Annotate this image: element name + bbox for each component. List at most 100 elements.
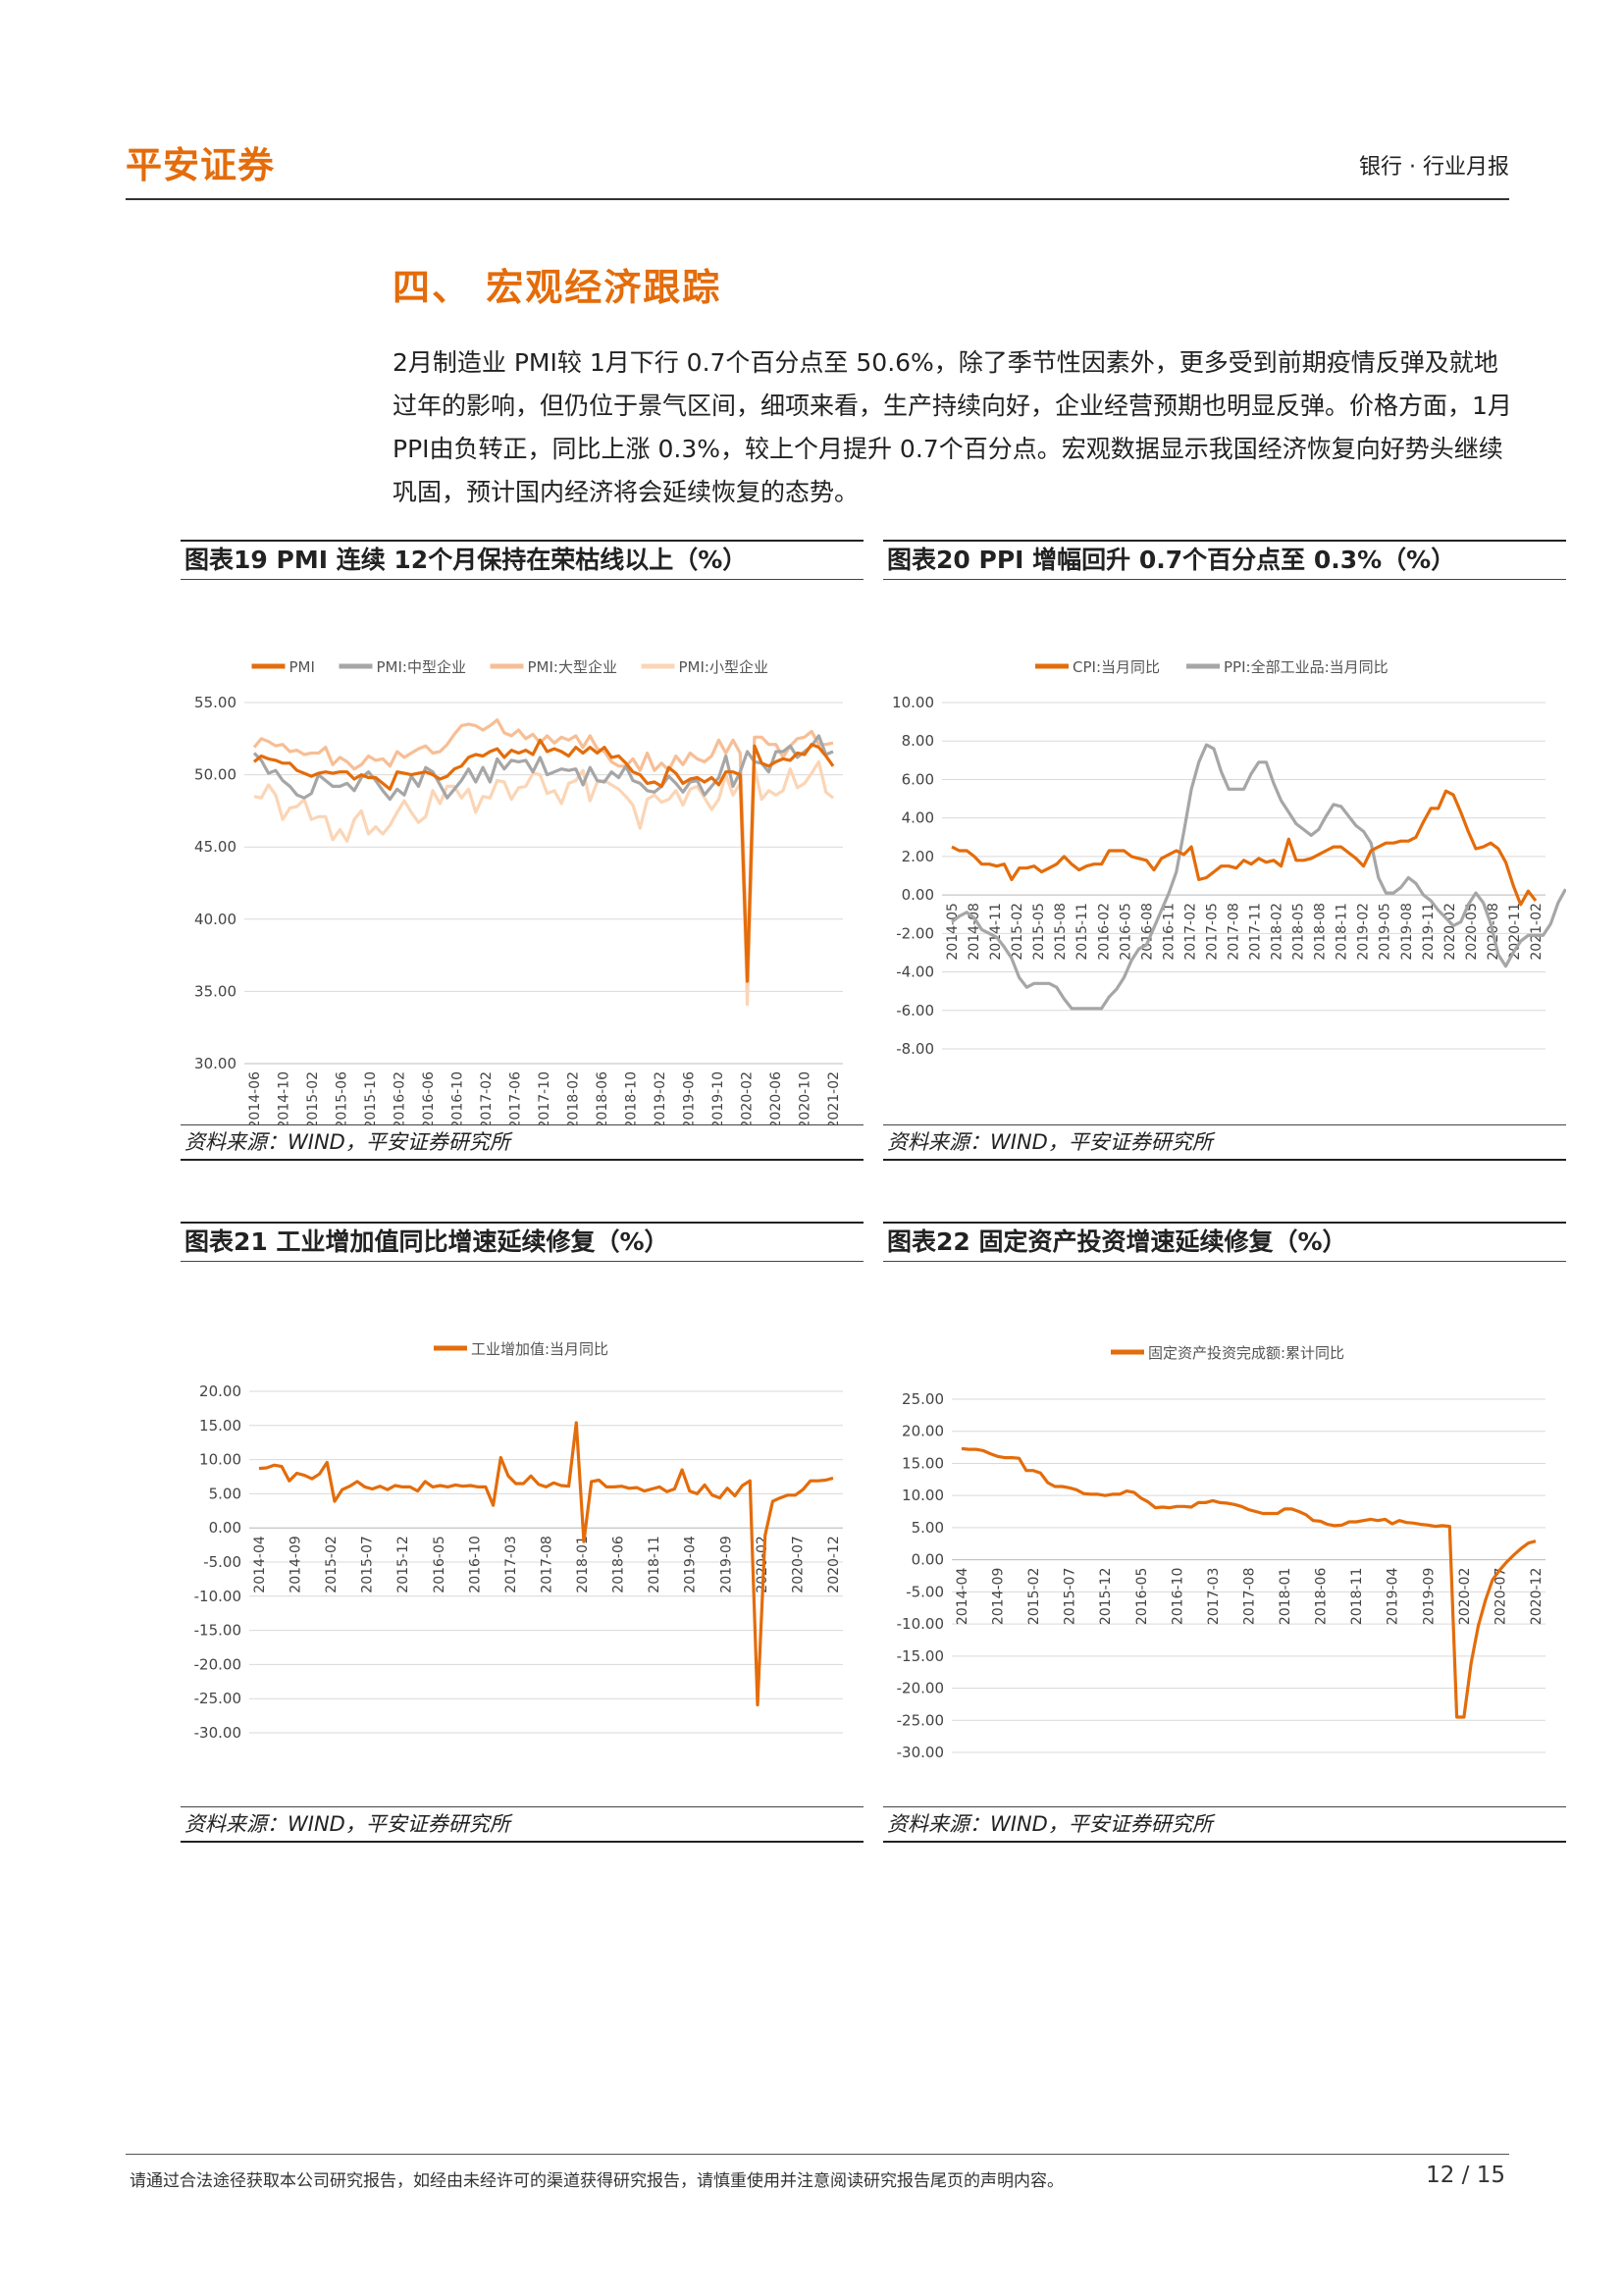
x-tick-label: 2016-10 xyxy=(467,1536,483,1593)
y-tick-label: 0.00 xyxy=(902,886,934,904)
section-title: 四、 宏观经济跟踪 xyxy=(393,266,722,309)
x-tick-label: 2014-06 xyxy=(247,1071,263,1124)
x-tick-label: 2014-04 xyxy=(955,1568,970,1626)
y-tick-label: -20.00 xyxy=(194,1655,241,1673)
x-tick-label: 2019-11 xyxy=(1421,903,1437,961)
x-tick-label: 2018-08 xyxy=(1313,903,1329,961)
x-tick-label: 2017-06 xyxy=(508,1071,524,1124)
y-tick-label: 10.00 xyxy=(902,1487,944,1504)
legend-label: PMI:中型企业 xyxy=(377,658,466,676)
legend-label: 固定资产投资完成额:累计同比 xyxy=(1148,1344,1344,1362)
x-tick-label: 2019-02 xyxy=(653,1071,668,1124)
y-tick-label: 10.00 xyxy=(199,1451,241,1469)
x-tick-label: 2018-11 xyxy=(647,1536,662,1593)
x-tick-label: 2015-12 xyxy=(1098,1568,1114,1626)
legend-label: PMI xyxy=(289,658,315,676)
y-tick-label: 35.00 xyxy=(194,982,236,1000)
y-tick-label: 5.00 xyxy=(912,1519,944,1537)
y-tick-label: 8.00 xyxy=(902,732,934,750)
legend-label: PMI:小型企业 xyxy=(679,658,768,676)
series-line xyxy=(961,1446,1537,1719)
chart-22-title: 图表22 固定资产投资增速延续修复（%） xyxy=(883,1222,1566,1262)
x-tick-label: 2015-02 xyxy=(1026,1568,1042,1626)
x-tick-label: 2014-10 xyxy=(277,1071,292,1124)
y-tick-label: 0.00 xyxy=(912,1551,944,1569)
series-line xyxy=(252,738,835,983)
y-tick-label: 50.00 xyxy=(194,766,236,784)
x-tick-label: 2020-12 xyxy=(826,1536,842,1593)
y-tick-label: 30.00 xyxy=(194,1055,236,1072)
x-tick-label: 2018-11 xyxy=(1335,903,1350,961)
x-tick-label: 2018-02 xyxy=(1270,903,1285,961)
x-tick-label: 2018-01 xyxy=(575,1536,591,1593)
y-tick-label: -5.00 xyxy=(906,1583,944,1600)
x-tick-label: 2014-05 xyxy=(945,903,961,961)
page-header: 平安证券 银行 · 行业月报 xyxy=(126,135,1509,200)
y-tick-label: -20.00 xyxy=(897,1680,944,1697)
x-tick-label: 2019-10 xyxy=(710,1071,726,1124)
x-tick-label: 2015-02 xyxy=(324,1536,340,1593)
y-tick-label: 5.00 xyxy=(209,1485,241,1502)
x-tick-label: 2016-05 xyxy=(1134,1568,1150,1626)
y-tick-label: -25.00 xyxy=(194,1690,241,1707)
x-tick-label: 2019-06 xyxy=(682,1071,698,1124)
x-tick-label: 2015-07 xyxy=(1063,1568,1078,1626)
y-tick-label: -10.00 xyxy=(194,1588,241,1605)
x-tick-label: 2018-10 xyxy=(624,1071,640,1124)
series-line xyxy=(951,743,1566,1011)
y-tick-label: -25.00 xyxy=(897,1711,944,1729)
legend-label: CPI:当月同比 xyxy=(1073,658,1160,676)
y-tick-label: 45.00 xyxy=(194,838,236,856)
x-tick-label: 2017-08 xyxy=(1226,903,1241,961)
x-tick-label: 2018-11 xyxy=(1349,1568,1365,1626)
y-tick-label: 4.00 xyxy=(902,809,934,827)
x-tick-label: 2020-06 xyxy=(768,1071,784,1124)
x-tick-label: 2017-03 xyxy=(503,1536,519,1593)
x-tick-label: 2020-02 xyxy=(740,1071,756,1124)
y-tick-label: -2.00 xyxy=(896,924,934,942)
x-tick-label: 2019-05 xyxy=(1378,903,1393,961)
y-tick-label: 0.00 xyxy=(209,1519,241,1537)
x-tick-label: 2020-07 xyxy=(790,1536,806,1593)
chart-19: 图表19 PMI 连续 12个月保持在荣枯线以上（%） 55.00 50.00 45… xyxy=(181,540,864,1161)
x-tick-label: 2017-10 xyxy=(537,1071,552,1124)
chart-22-plot: 25.00 20.00 15.00 10.00 5.00 0.00 -5.00 -10.00 -… xyxy=(897,1344,1545,1761)
x-tick-label: 2021-02 xyxy=(1529,903,1545,961)
y-tick-label: 25.00 xyxy=(902,1390,944,1408)
x-tick-label: 2021-02 xyxy=(826,1071,842,1124)
page-number: 12 / 15 xyxy=(1426,2163,1505,2188)
chart-19-plot: 55.00 50.00 45.00 40.00 35.00 30.00 2014-06 201… xyxy=(194,658,843,1124)
x-tick-label: 2015-06 xyxy=(335,1071,350,1124)
report-type: 银行 · 行业月报 xyxy=(1359,155,1509,180)
chart-22-source: 资料来源：WIND，平安证券研究所 xyxy=(883,1806,1566,1843)
y-tick-label: 20.00 xyxy=(902,1423,944,1440)
chart-22: 图表22 固定资产投资增速延续修复（%） 25.00 20.00 15.00 10.0… xyxy=(883,1222,1566,1843)
x-tick-label: 2020-05 xyxy=(1464,903,1480,961)
x-tick-label: 2018-06 xyxy=(595,1071,610,1124)
x-tick-label: 2016-05 xyxy=(432,1536,447,1593)
y-tick-label: -15.00 xyxy=(897,1647,944,1665)
x-tick-label: 2017-08 xyxy=(1242,1568,1258,1626)
x-tick-label: 2019-09 xyxy=(1421,1568,1437,1626)
y-tick-label: 2.00 xyxy=(902,848,934,865)
y-tick-label: 55.00 xyxy=(194,694,236,711)
y-tick-label: 40.00 xyxy=(194,911,236,928)
brand-logo: 平安证券 xyxy=(126,144,275,186)
series-line xyxy=(253,759,835,1007)
y-tick-label: -5.00 xyxy=(203,1553,241,1571)
x-tick-label: 2017-08 xyxy=(540,1536,555,1593)
y-tick-label: 10.00 xyxy=(892,694,934,711)
x-tick-label: 2020-07 xyxy=(1493,1568,1508,1626)
x-tick-label: 2019-04 xyxy=(1386,1568,1401,1626)
y-tick-label: 15.00 xyxy=(902,1454,944,1472)
x-tick-label: 2016-10 xyxy=(1170,1568,1185,1626)
x-tick-label: 2018-06 xyxy=(1314,1568,1330,1626)
x-tick-label: 2014-09 xyxy=(288,1536,304,1593)
x-tick-label: 2019-04 xyxy=(683,1536,699,1593)
y-tick-label: -6.00 xyxy=(896,1002,934,1019)
x-tick-label: 2019-08 xyxy=(1399,903,1415,961)
y-tick-label: 6.00 xyxy=(902,770,934,788)
legend-label: PMI:大型企业 xyxy=(528,658,617,676)
y-tick-label: -15.00 xyxy=(194,1622,241,1640)
series-line xyxy=(252,718,834,970)
